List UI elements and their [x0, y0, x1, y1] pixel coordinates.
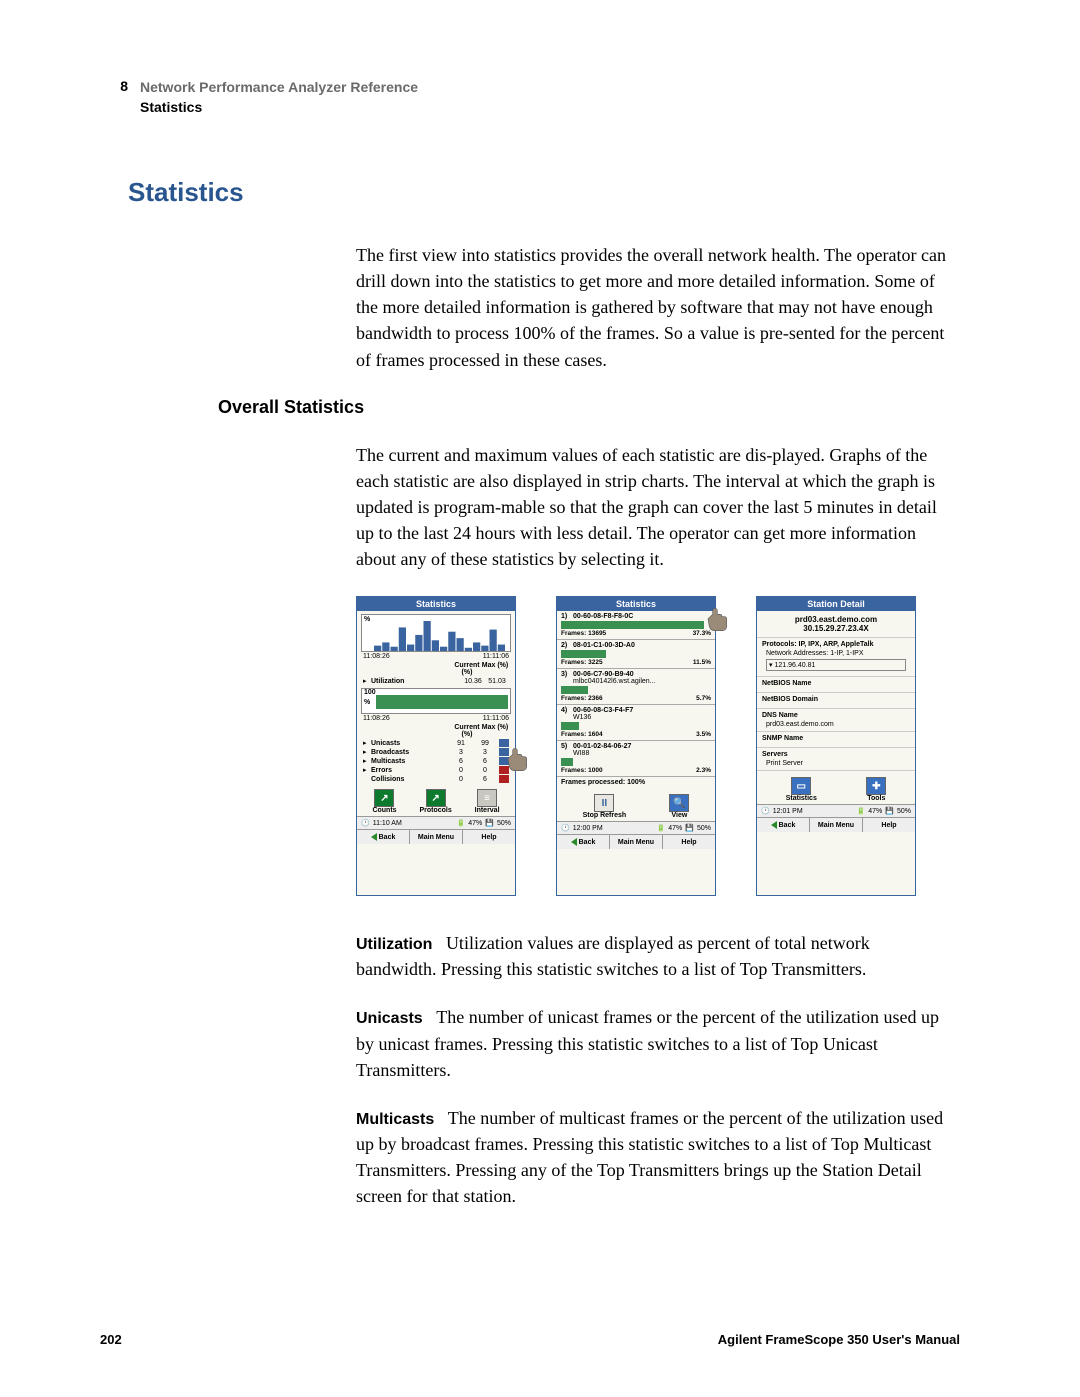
- header-line-1: Network Performance Analyzer Reference: [140, 78, 418, 98]
- pointer-hand-icon: [501, 745, 529, 773]
- screen1-bottom-buttons: BackMain MenuHelp: [357, 829, 515, 844]
- chart2-time-row: 11:08:26 11:11:06: [363, 715, 509, 722]
- screen2-title: Statistics: [557, 597, 715, 611]
- overall-statistics-heading: Overall Statistics: [218, 397, 960, 418]
- definition-utilization: Utilization Utilization values are displ…: [356, 930, 950, 982]
- main-menu-button[interactable]: Main Menu: [410, 830, 463, 844]
- page-footer: 202 Agilent FrameScope 350 User's Manual: [100, 1332, 960, 1347]
- detail-block: DNS Nameprd03.east.demo.com: [757, 709, 915, 732]
- screen2-bottom-buttons: BackMain MenuHelp: [557, 834, 715, 849]
- top-transmitter-item[interactable]: 2)08-01-C1-00-3D-A0Frames: 322511.5%: [557, 640, 715, 669]
- station-header: prd03.east.demo.com 30.15.29.27.23.4X: [757, 611, 915, 638]
- chapter-number: 8: [100, 78, 128, 117]
- screen3-bottom-buttons: BackMain MenuHelp: [757, 817, 915, 832]
- interval-button[interactable]: ≡Interval: [475, 789, 500, 814]
- utilization-row[interactable]: ▸ Utilization 10.36 51.03: [363, 677, 509, 685]
- frames-processed: Frames processed: 100%: [557, 777, 715, 788]
- protocols-button[interactable]: ↗Protocols: [419, 789, 451, 814]
- stat-row[interactable]: ▸Errors00: [363, 766, 509, 774]
- main-menu-button[interactable]: Main Menu: [610, 835, 663, 849]
- back-button[interactable]: Back: [357, 830, 410, 844]
- help-button[interactable]: Help: [863, 818, 915, 832]
- detail-block: NetBIOS Domain: [757, 693, 915, 709]
- top-transmitter-item[interactable]: 3)00-06-C7-90-B9-40mlbc040142l6.wst.agil…: [557, 669, 715, 705]
- screen3-buttons: ▭Statistics ✚Tools: [761, 777, 911, 802]
- statistics-screen-1: Statistics % 11:08:26 11:11:06 Current (…: [356, 596, 516, 896]
- stat-col-headers-2: Current (%) Max (%): [363, 724, 509, 738]
- header-line-2: Statistics: [140, 98, 418, 118]
- section-title: Statistics: [128, 177, 960, 208]
- stat-row[interactable]: ▸Multicasts66: [363, 757, 509, 765]
- stat-row[interactable]: ▸Broadcasts33: [363, 748, 509, 756]
- utilization-chart: %: [361, 614, 511, 652]
- screen3-status-bar: 🕐12:01 PM 🔋47% 💾50%: [757, 804, 915, 817]
- page-number: 202: [100, 1332, 122, 1347]
- screen1-title: Statistics: [357, 597, 515, 611]
- stat-row[interactable]: Collisions06: [363, 775, 509, 783]
- intro-paragraph: The first view into statistics provides …: [356, 242, 950, 372]
- top-transmitter-item[interactable]: 5)00-01-02-84-06-27WI88Frames: 10002.3%: [557, 741, 715, 777]
- view-button[interactable]: 🔍View: [669, 794, 689, 819]
- screen2-buttons: IIStop Refresh 🔍View: [561, 794, 711, 819]
- top-transmitter-item[interactable]: 4)00-60-08-C3-F4-F7W136Frames: 16043.5%: [557, 705, 715, 741]
- help-button[interactable]: Help: [463, 830, 515, 844]
- top-transmitter-item[interactable]: 1)00-60-08-F8-F8-0CFrames: 1369537.3%: [557, 611, 715, 640]
- detail-block: Protocols: IP, IPX, ARP, AppleTalkNetwor…: [757, 638, 915, 677]
- pointer-hand-icon: [701, 605, 729, 633]
- definition-unicasts: Unicasts The number of unicast frames or…: [356, 1004, 950, 1082]
- overall-paragraph: The current and maximum values of each s…: [356, 442, 950, 572]
- screen1-status-bar: 🕐11:10 AM 🔋47% 💾50%: [357, 816, 515, 829]
- screenshots-row: Statistics % 11:08:26 11:11:06 Current (…: [356, 596, 950, 896]
- stat-row[interactable]: ▸Unicasts9199: [363, 739, 509, 747]
- definition-multicasts: Multicasts The number of multicast frame…: [356, 1105, 950, 1209]
- station-detail-screen: Station Detail prd03.east.demo.com 30.15…: [756, 596, 916, 896]
- detail-block: SNMP Name: [757, 732, 915, 748]
- screen2-status-bar: 🕐12:00 PM 🔋47% 💾50%: [557, 821, 715, 834]
- stop-refresh-button[interactable]: IIStop Refresh: [583, 794, 627, 819]
- chart2: 100 %: [361, 688, 511, 714]
- manual-title: Agilent FrameScope 350 User's Manual: [718, 1332, 960, 1347]
- screen3-title: Station Detail: [757, 597, 915, 611]
- chart1-time-row: 11:08:26 11:11:06: [363, 653, 509, 660]
- main-menu-button[interactable]: Main Menu: [810, 818, 863, 832]
- screen1-buttons: ↗Counts ↗Protocols ≡Interval: [361, 789, 511, 814]
- tools-button[interactable]: ✚Tools: [866, 777, 886, 802]
- statistics-screen-2: Statistics 1)00-60-08-F8-F8-0CFrames: 13…: [556, 596, 716, 896]
- back-button[interactable]: Back: [757, 818, 810, 832]
- back-button[interactable]: Back: [557, 835, 610, 849]
- page-header: 8 Network Performance Analyzer Reference…: [100, 78, 960, 117]
- detail-block: ServersPrint Server: [757, 748, 915, 771]
- detail-block: NetBIOS Name: [757, 677, 915, 693]
- counts-button[interactable]: ↗Counts: [372, 789, 396, 814]
- statistics-button[interactable]: ▭Statistics: [786, 777, 817, 802]
- stat-col-headers: Current (%) Max (%): [363, 662, 509, 676]
- help-button[interactable]: Help: [663, 835, 715, 849]
